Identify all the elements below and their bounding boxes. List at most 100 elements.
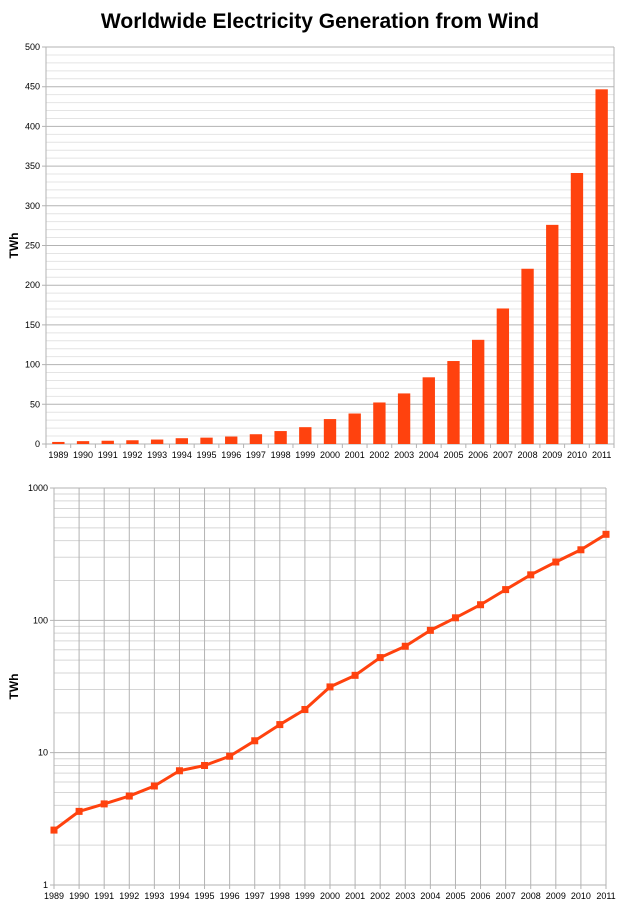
x-tick-label: 1992: [119, 891, 139, 901]
y-tick-label: 10: [38, 748, 48, 758]
x-tick-label: 2003: [394, 450, 414, 460]
point-1997: [251, 737, 259, 745]
point-2007: [502, 586, 510, 594]
point-1999: [301, 705, 309, 713]
x-tick-label: 2005: [443, 450, 463, 460]
x-tick-label: 2007: [496, 891, 516, 901]
point-2008: [527, 571, 535, 579]
x-tick-label: 2000: [320, 450, 340, 460]
bar-2006: [472, 339, 485, 444]
y-tick-label: 400: [25, 121, 40, 131]
y-tick-label: 100: [25, 360, 40, 370]
point-1989: [50, 826, 58, 834]
x-tick-label: 2009: [542, 450, 562, 460]
y-tick-label: 150: [25, 320, 40, 330]
x-tick-label: 2007: [493, 450, 513, 460]
bar-1991: [101, 440, 114, 444]
x-tick-label: 2006: [468, 450, 488, 460]
x-tick-label: 2004: [420, 891, 440, 901]
bar-1992: [126, 440, 139, 444]
x-tick-label: 1994: [169, 891, 189, 901]
bar-1993: [150, 439, 164, 444]
chart-title: Worldwide Electricity Generation from Wi…: [100, 10, 540, 33]
bar-2009: [546, 224, 559, 444]
bar-1994: [175, 438, 188, 444]
point-2010: [577, 546, 585, 554]
y-tick-label: 350: [25, 161, 40, 171]
point-1993: [150, 782, 158, 790]
bar-2000: [323, 419, 337, 444]
x-tick-label: 2001: [345, 450, 365, 460]
x-tick-label: 1995: [197, 450, 217, 460]
point-2004: [426, 626, 434, 634]
y-tick-label: 100: [33, 615, 48, 625]
point-2003: [401, 642, 409, 650]
log-line-chart: 1 10 100 1000 1989 1990 1991 1992 1993 1994 1995 19…: [7, 483, 616, 901]
x-tick-label: 2010: [567, 450, 587, 460]
y-axis-label: TWh: [7, 233, 21, 259]
point-1995: [201, 761, 209, 769]
bar-1990: [76, 441, 90, 444]
bar-2003: [397, 393, 411, 444]
x-tick-label: 2003: [395, 891, 415, 901]
bar-2004: [422, 377, 435, 444]
x-tick-label: 1996: [220, 891, 240, 901]
bar-1999: [299, 427, 312, 444]
x-tick-label: 1999: [295, 891, 315, 901]
bar-2008: [521, 268, 534, 444]
point-2005: [451, 614, 459, 622]
x-tick-label: 2008: [521, 891, 541, 901]
x-tick-label: 2004: [419, 450, 439, 460]
y-tick-label: 300: [25, 201, 40, 211]
y-tick-label: 1000: [28, 483, 48, 493]
bar-2005: [447, 361, 460, 444]
x-tick-label: 1998: [270, 891, 290, 901]
point-1990: [75, 807, 83, 815]
y-tick-label: 450: [25, 82, 40, 92]
bar-2011: [595, 89, 608, 445]
x-tick-label: 1989: [44, 891, 64, 901]
bar-chart: 0 50 100 150 200 250 300 350 400 450 500 1989 1990 19…: [7, 42, 615, 460]
bar-1995: [200, 437, 213, 444]
x-tick-label: 1989: [48, 450, 68, 460]
bar-1989: [52, 441, 65, 444]
x-tick-label: 2008: [518, 450, 538, 460]
x-tick-label: 1997: [246, 450, 266, 460]
x-tick-label: 2006: [471, 891, 491, 901]
x-tick-label: 2005: [445, 891, 465, 901]
x-tick-label: 1997: [245, 891, 265, 901]
x-tick-label: 1998: [271, 450, 291, 460]
x-tick-label: 2002: [370, 891, 390, 901]
y-tick-label: 0: [35, 439, 40, 449]
bar-2010: [570, 173, 584, 444]
bar-1997: [249, 434, 263, 444]
x-tick-label: 1990: [73, 450, 93, 460]
point-1994: [175, 767, 183, 775]
point-2002: [376, 654, 384, 662]
point-2000: [326, 683, 334, 691]
x-tick-label: 2000: [320, 891, 340, 901]
x-tick-label: 1992: [122, 450, 142, 460]
x-tick-label: 2009: [546, 891, 566, 901]
y-axis-label: TWh: [7, 674, 21, 700]
bar-1996: [225, 436, 238, 444]
bar-1998: [274, 431, 287, 444]
x-tick-label: 1999: [295, 450, 315, 460]
x-tick-label: 1991: [94, 891, 114, 901]
x-tick-label: 1996: [221, 450, 241, 460]
point-1992: [125, 792, 133, 800]
x-tick-label: 1993: [147, 450, 167, 460]
point-2009: [552, 558, 560, 566]
point-2011: [602, 530, 610, 538]
y-tick-label: 50: [30, 399, 40, 409]
y-tick-label: 1: [43, 880, 48, 890]
y-tick-label: 500: [25, 42, 40, 52]
x-tick-label: 1991: [98, 450, 118, 460]
x-tick-label: 1995: [195, 891, 215, 901]
x-tick-label: 2011: [592, 450, 611, 460]
x-tick-label: 2010: [571, 891, 591, 901]
x-tick-label: 2011: [596, 891, 615, 901]
bar-2007: [496, 308, 510, 444]
point-1996: [226, 752, 234, 760]
